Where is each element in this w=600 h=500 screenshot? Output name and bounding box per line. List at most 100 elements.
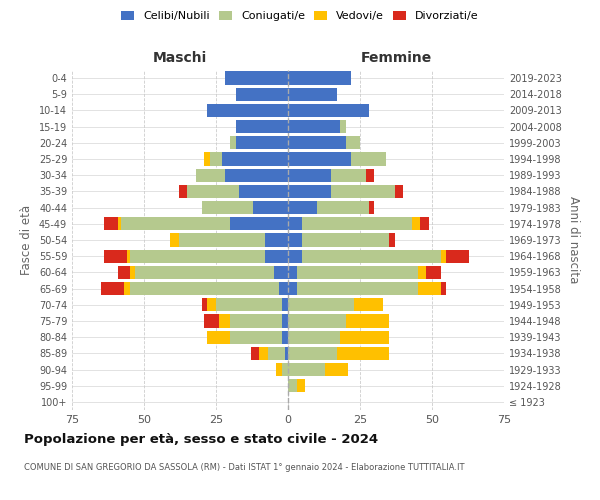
Bar (208, 298, 216, 312)
Bar (118, 217, 121, 230)
Bar (230, 136, 236, 149)
Bar (288, 250, 302, 263)
Bar (187, 185, 239, 198)
Bar (288, 185, 331, 198)
Bar (302, 234, 389, 246)
Bar (340, 120, 346, 134)
Bar (337, 346, 389, 360)
Bar (421, 217, 429, 230)
Bar (325, 363, 349, 376)
Bar (440, 250, 446, 263)
Bar (253, 201, 288, 214)
Bar (288, 379, 296, 392)
Bar (346, 314, 389, 328)
Bar (210, 152, 222, 166)
Y-axis label: Anni di nascita: Anni di nascita (567, 196, 580, 284)
Bar (288, 88, 337, 101)
Bar (101, 282, 124, 295)
Bar (121, 217, 230, 230)
Bar (282, 298, 288, 312)
Text: COMUNE DI SAN GREGORIO DA SASSOLA (RM) - Dati ISTAT 1° gennaio 2024 - Elaborazio: COMUNE DI SAN GREGORIO DA SASSOLA (RM) -… (24, 463, 464, 472)
Bar (288, 234, 302, 246)
Bar (440, 282, 446, 295)
Bar (288, 314, 346, 328)
Bar (285, 346, 288, 360)
Bar (274, 266, 288, 279)
Bar (412, 217, 421, 230)
Bar (170, 234, 179, 246)
Bar (288, 152, 352, 166)
Bar (202, 298, 208, 312)
Bar (302, 250, 440, 263)
Bar (352, 152, 386, 166)
Bar (216, 298, 282, 312)
Bar (389, 234, 395, 246)
Bar (288, 298, 354, 312)
Bar (288, 201, 317, 214)
Bar (418, 266, 426, 279)
Bar (224, 168, 288, 182)
Bar (268, 346, 285, 360)
Bar (282, 330, 288, 344)
Bar (236, 120, 288, 134)
Bar (296, 282, 418, 295)
Bar (288, 217, 302, 230)
Bar (282, 314, 288, 328)
Bar (259, 346, 268, 360)
Bar (288, 168, 331, 182)
Bar (230, 314, 282, 328)
Bar (446, 250, 469, 263)
Bar (239, 185, 288, 198)
Bar (224, 72, 288, 85)
Bar (288, 104, 368, 117)
Bar (331, 185, 395, 198)
Bar (179, 185, 187, 198)
Bar (296, 266, 418, 279)
Bar (130, 250, 265, 263)
Bar (219, 314, 230, 328)
Bar (280, 282, 288, 295)
Bar (346, 136, 360, 149)
Bar (288, 363, 325, 376)
Bar (265, 250, 288, 263)
Bar (340, 330, 389, 344)
Bar (288, 136, 346, 149)
Bar (222, 152, 288, 166)
Bar (288, 330, 340, 344)
Bar (230, 217, 288, 230)
Bar (426, 266, 440, 279)
Bar (130, 266, 136, 279)
Bar (104, 217, 118, 230)
Bar (208, 104, 288, 117)
Bar (104, 250, 127, 263)
Legend: Celibi/Nubili, Coniugati/e, Vedovi/e, Divorziati/e: Celibi/Nubili, Coniugati/e, Vedovi/e, Di… (121, 10, 479, 21)
Y-axis label: Fasce di età: Fasce di età (20, 205, 33, 275)
Bar (288, 120, 340, 134)
Bar (395, 185, 403, 198)
Bar (208, 330, 230, 344)
Bar (288, 282, 296, 295)
Bar (205, 314, 219, 328)
Bar (230, 330, 282, 344)
Bar (288, 346, 337, 360)
Bar (368, 201, 374, 214)
Bar (282, 363, 288, 376)
Bar (118, 266, 130, 279)
Bar (288, 72, 352, 85)
Bar (277, 363, 282, 376)
Text: Popolazione per età, sesso e stato civile - 2024: Popolazione per età, sesso e stato civil… (24, 432, 378, 446)
Bar (265, 234, 288, 246)
Bar (288, 266, 296, 279)
Bar (418, 282, 440, 295)
Bar (205, 152, 210, 166)
Bar (196, 168, 224, 182)
Text: Femmine: Femmine (361, 51, 431, 65)
Bar (251, 346, 259, 360)
Bar (354, 298, 383, 312)
Bar (366, 168, 374, 182)
Bar (179, 234, 265, 246)
Bar (236, 88, 288, 101)
Bar (130, 282, 280, 295)
Bar (296, 379, 305, 392)
Bar (127, 250, 130, 263)
